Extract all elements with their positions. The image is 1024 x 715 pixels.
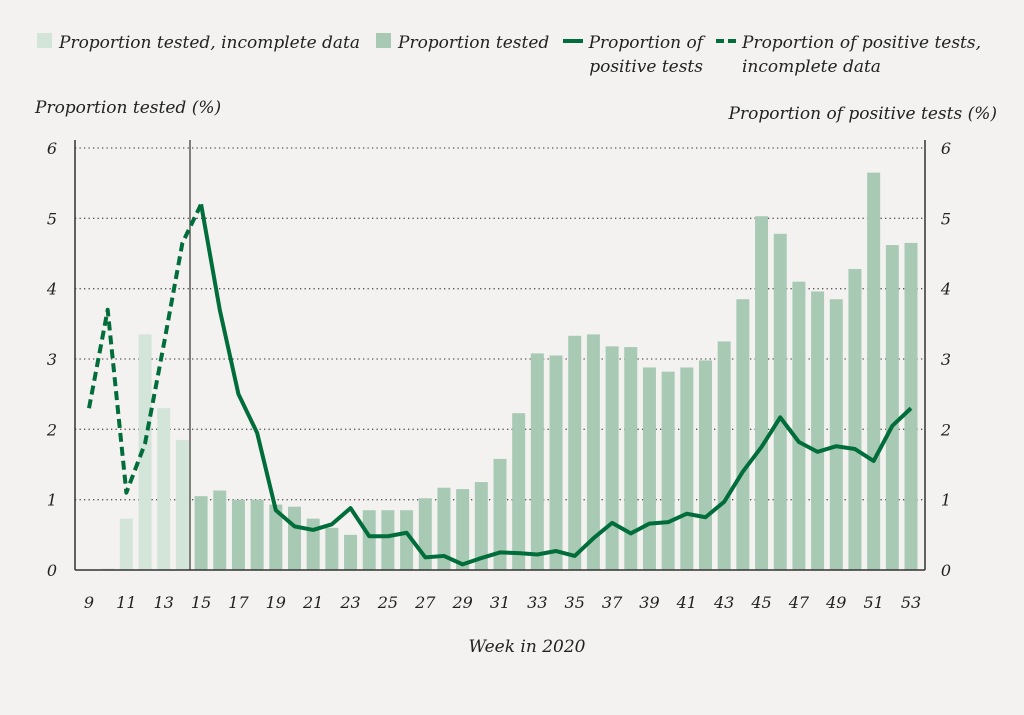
legend-label: Proportion tested, incomplete data: [58, 33, 360, 53]
y-tick-label-right: 4: [940, 280, 951, 299]
x-tick-label: 19: [266, 593, 286, 612]
y-tick-label-left: 4: [46, 280, 57, 299]
bar: [232, 500, 245, 570]
x-tick-label: 23: [339, 593, 360, 612]
bar: [848, 269, 861, 570]
legend-swatch: [37, 33, 52, 48]
bar: [830, 299, 843, 570]
bar: [195, 496, 208, 570]
bar: [120, 519, 133, 570]
x-tick-label: 9: [84, 593, 94, 612]
bar: [531, 353, 544, 570]
y-tick-label-left: 6: [47, 139, 57, 158]
bar: [867, 173, 880, 570]
x-tick-label: 31: [490, 593, 510, 612]
x-tick-label: 13: [154, 593, 174, 612]
x-tick-label: 11: [116, 593, 136, 612]
bar: [307, 519, 320, 570]
x-tick-label: 21: [302, 593, 323, 612]
x-tick-label: 27: [414, 593, 436, 612]
bar: [606, 346, 619, 570]
bar: [736, 299, 749, 570]
bar: [755, 216, 768, 570]
x-tick-label: 35: [565, 593, 585, 612]
y-tick-label-right: 1: [941, 491, 951, 510]
bar: [251, 500, 264, 570]
x-tick-label: 49: [825, 593, 846, 612]
x-tick-label: 45: [750, 593, 771, 612]
x-tick-label: 29: [451, 593, 472, 612]
x-tick-label: 33: [527, 593, 547, 612]
bar: [213, 491, 226, 570]
bar: [512, 413, 525, 570]
bar: [568, 336, 581, 570]
bar: [811, 291, 824, 570]
bar: [363, 510, 376, 570]
y-tick-label-right: 6: [941, 139, 951, 158]
x-axis-label: Week in 2020: [469, 637, 586, 657]
y-axis-label-right: Proportion of positive tests (%): [728, 104, 997, 124]
bar: [344, 535, 357, 570]
y-tick-label-left: 3: [47, 350, 57, 369]
bar: [288, 507, 301, 570]
legend-label: Proportion tested: [397, 33, 549, 53]
bar: [662, 372, 675, 570]
x-tick-label: 53: [901, 593, 921, 612]
bar: [718, 341, 731, 570]
x-tick-label: 43: [713, 593, 734, 612]
bar: [886, 245, 899, 570]
legend: Proportion tested, incomplete data Propor…: [37, 33, 981, 77]
y-tick-label-left: 5: [47, 209, 57, 228]
x-tick-label: 39: [639, 593, 659, 612]
legend-swatch: [376, 33, 391, 48]
bar: [905, 243, 918, 570]
bar: [792, 282, 805, 570]
x-tick-label: 17: [228, 593, 249, 612]
bar: [624, 347, 637, 570]
x-tick-label: 37: [602, 593, 623, 612]
y-tick-label-right: 5: [941, 209, 951, 228]
x-tick-label: 25: [377, 593, 398, 612]
legend-label: positive tests: [589, 57, 703, 77]
y-tick-label-left: 1: [47, 491, 57, 510]
bar: [456, 489, 469, 570]
y-tick-label-left: 2: [46, 420, 57, 439]
y-axis-label-left: Proportion tested (%): [34, 98, 221, 118]
y-tick-label-left: 0: [47, 561, 57, 580]
bar: [381, 510, 394, 570]
bar: [550, 355, 563, 570]
y-tick-label-right: 3: [941, 350, 951, 369]
x-tick-label: 51: [863, 593, 883, 612]
x-tick-label: 47: [788, 593, 810, 612]
legend-label: Proportion of: [588, 33, 706, 53]
legend-label: Proportion of positive tests,: [741, 33, 981, 53]
x-tick-label: 41: [676, 593, 697, 612]
bar: [176, 440, 189, 570]
bar: [325, 528, 338, 570]
y-tick-label-right: 2: [940, 420, 951, 439]
bar: [643, 367, 656, 570]
bar: [774, 234, 787, 570]
bar: [157, 408, 170, 570]
bars: [101, 173, 917, 570]
bar: [680, 367, 693, 570]
bar: [699, 360, 712, 570]
legend-label: incomplete data: [742, 57, 881, 77]
x-tick-label: 15: [191, 593, 211, 612]
y-tick-label-right: 0: [941, 561, 951, 580]
